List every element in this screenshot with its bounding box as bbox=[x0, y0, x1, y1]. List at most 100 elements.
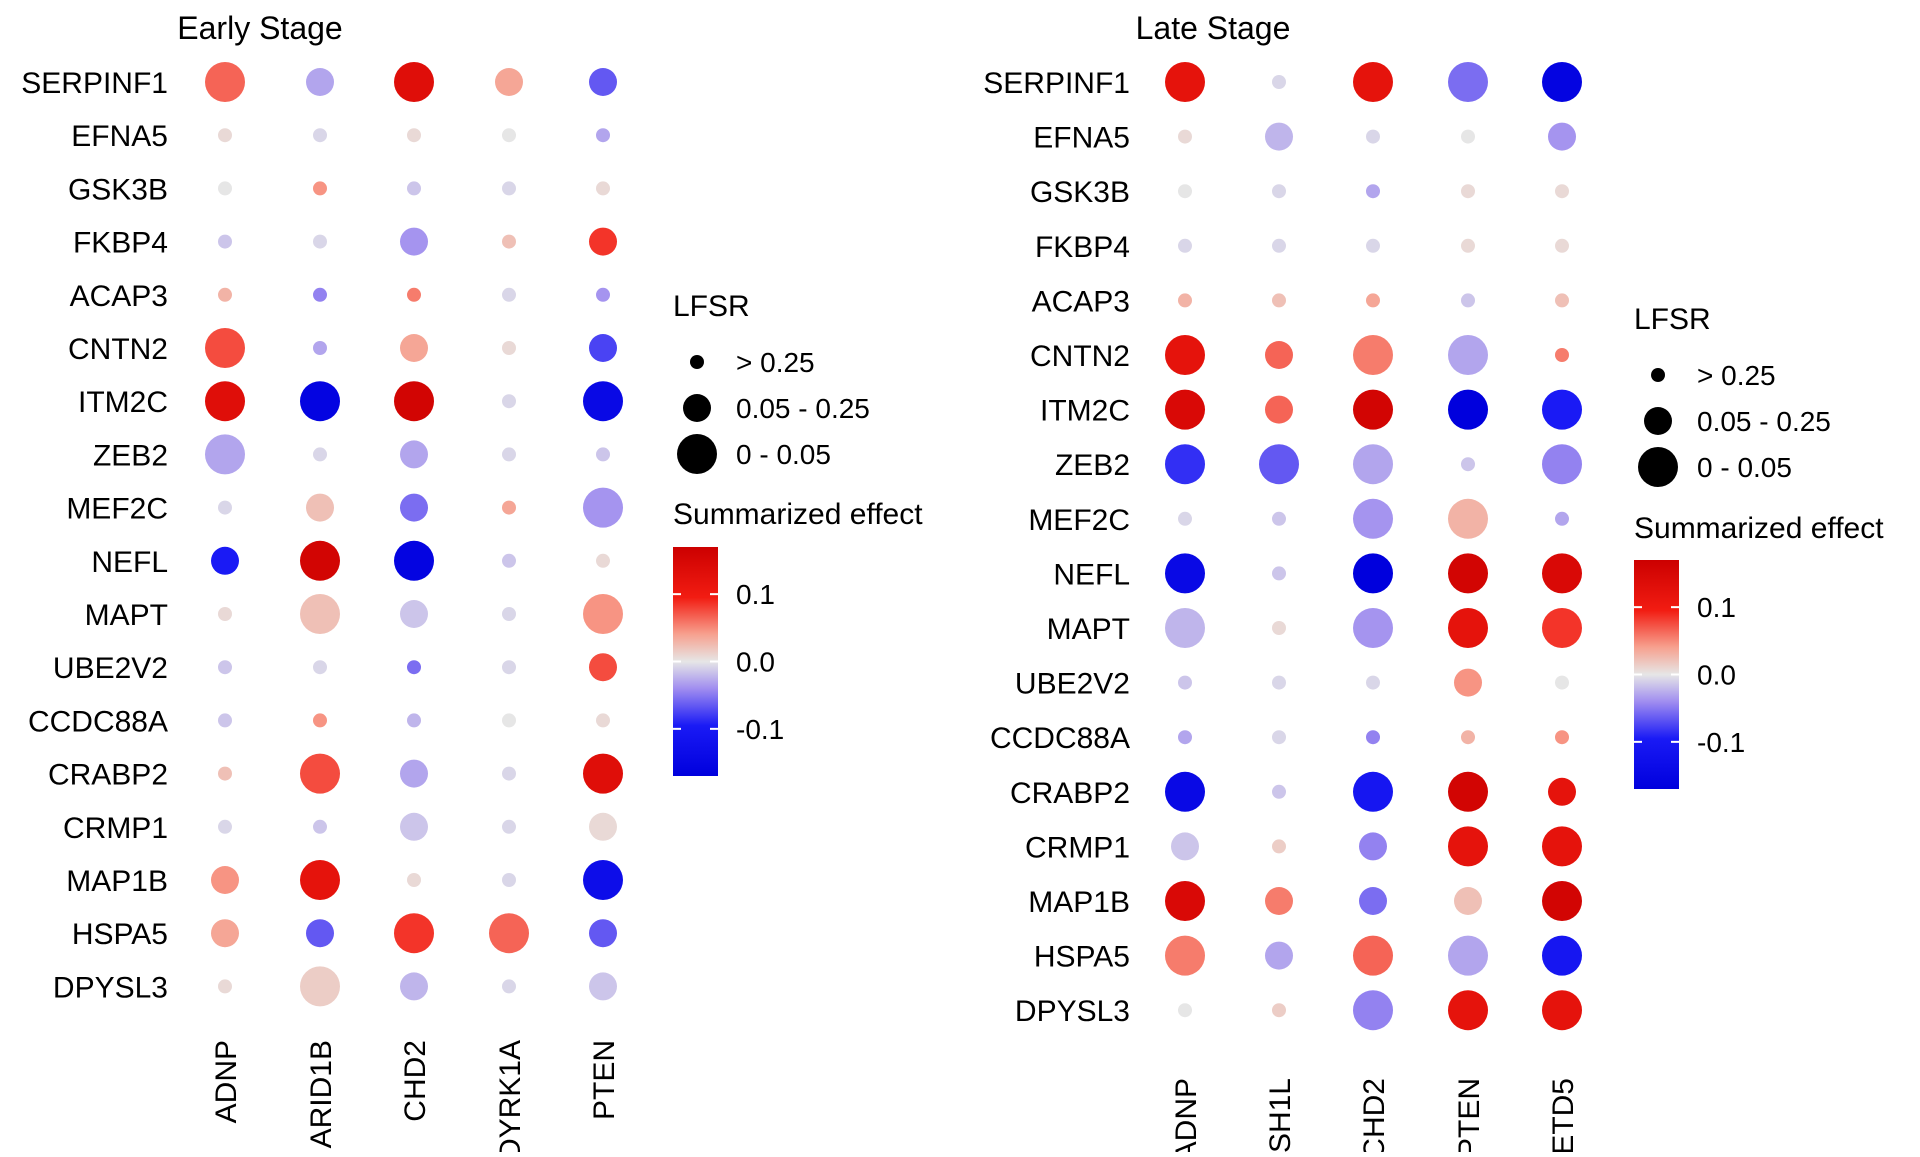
row-label: CNTN2 bbox=[68, 333, 168, 366]
panel-title-early: Early Stage bbox=[177, 10, 342, 46]
dot-mapt-setd5 bbox=[1542, 608, 1582, 648]
legend-size-dot-large bbox=[677, 434, 717, 474]
dot-crabp2-adnp bbox=[1165, 771, 1205, 812]
row-label: ZEB2 bbox=[93, 439, 168, 472]
dot-ube2v2-chd2 bbox=[1366, 675, 1380, 690]
dot-mef2c-pten bbox=[583, 487, 623, 528]
dot-itm2c-chd2 bbox=[394, 381, 434, 422]
dot-zeb2-adnp bbox=[205, 434, 245, 475]
dot-crabp2-arid1b bbox=[300, 753, 340, 794]
row-label: CCDC88A bbox=[28, 705, 168, 738]
row-label: MAP1B bbox=[66, 865, 168, 898]
row-label: ACAP3 bbox=[1032, 285, 1130, 318]
dot-hspa5-chd2 bbox=[394, 913, 434, 954]
dot-hspa5-pten bbox=[1448, 935, 1488, 976]
dot-fkbp4-adnp bbox=[218, 234, 232, 249]
row-label: SERPINF1 bbox=[21, 67, 168, 100]
column-label: PTEN bbox=[1453, 1078, 1486, 1152]
dot-ccdc88a-adnp bbox=[1178, 730, 1192, 745]
colorbar-tick-label: 0.1 bbox=[736, 579, 775, 610]
dot-acap3-adnp bbox=[1178, 293, 1192, 308]
dot-crmp1-chd2 bbox=[1359, 832, 1387, 861]
dot-serpinf1-setd5 bbox=[1542, 62, 1582, 102]
column-label: ASH1L bbox=[1264, 1078, 1297, 1152]
dot-itm2c-adnp bbox=[1165, 389, 1205, 430]
dot-cntn2-pten bbox=[589, 334, 617, 362]
dot-ube2v2-pten bbox=[1454, 668, 1482, 697]
dot-crabp2-pten bbox=[1448, 771, 1488, 812]
dot-cntn2-adnp bbox=[1165, 335, 1205, 375]
panel-title-late: Late Stage bbox=[1136, 10, 1291, 46]
dot-cntn2-ash1l bbox=[1265, 341, 1293, 369]
dot-zeb2-adnp bbox=[1165, 444, 1205, 485]
row-label: CRABP2 bbox=[48, 759, 168, 792]
dot-mapt-adnp bbox=[1165, 608, 1205, 648]
dot-serpinf1-adnp bbox=[1165, 62, 1205, 102]
dot-acap3-arid1b bbox=[313, 287, 327, 302]
dot-dpysl3-adnp bbox=[1178, 1003, 1192, 1018]
dot-crabp2-ash1l bbox=[1272, 784, 1286, 799]
dot-hspa5-chd2 bbox=[1353, 935, 1393, 976]
dot-ccdc88a-chd2 bbox=[407, 713, 421, 728]
dot-nefl-pten bbox=[1448, 553, 1488, 594]
dot-nefl-chd2 bbox=[394, 540, 434, 581]
colorbar-tick-label: 0.0 bbox=[1697, 660, 1736, 691]
dot-efna5-chd2 bbox=[1366, 129, 1380, 144]
dot-nefl-ash1l bbox=[1272, 566, 1286, 581]
dot-ccdc88a-adnp bbox=[218, 713, 232, 728]
row-label: MAPT bbox=[85, 599, 168, 632]
row-label: DPYSL3 bbox=[1015, 995, 1130, 1028]
dot-serpinf1-dyrk1a bbox=[495, 68, 523, 96]
dot-ccdc88a-pten bbox=[1461, 730, 1475, 745]
dot-ube2v2-adnp bbox=[218, 660, 232, 675]
dot-ccdc88a-setd5 bbox=[1555, 730, 1569, 745]
row-label: FKBP4 bbox=[73, 227, 168, 260]
dot-serpinf1-pten bbox=[589, 68, 617, 96]
dot-itm2c-setd5 bbox=[1542, 389, 1582, 430]
dot-zeb2-pten bbox=[1461, 457, 1475, 472]
dot-map1b-dyrk1a bbox=[502, 873, 516, 887]
dot-efna5-ash1l bbox=[1265, 122, 1293, 151]
dot-serpinf1-ash1l bbox=[1272, 75, 1286, 89]
dot-fkbp4-adnp bbox=[1178, 238, 1192, 253]
legend-colorbar-ticks: 0.1 0.0 -0.1 bbox=[1634, 592, 1745, 758]
row-label: GSK3B bbox=[68, 173, 168, 206]
dot-crmp1-pten bbox=[1448, 826, 1488, 867]
legend-effect-title: Summarized effect bbox=[1634, 512, 1884, 545]
dot-serpinf1-arid1b bbox=[306, 68, 334, 96]
dot-fkbp4-ash1l bbox=[1272, 238, 1286, 253]
dot-itm2c-adnp bbox=[205, 381, 245, 422]
dot-crabp2-setd5 bbox=[1548, 777, 1576, 806]
dot-gsk3b-adnp bbox=[1178, 184, 1192, 199]
row-label: MAPT bbox=[1047, 613, 1130, 646]
legend-colorbar-ticks: 0.1 0.0 -0.1 bbox=[673, 579, 784, 745]
dot-acap3-setd5 bbox=[1555, 293, 1569, 308]
dot-crabp2-chd2 bbox=[1353, 771, 1393, 812]
dot-serpinf1-adnp bbox=[205, 62, 245, 102]
dot-hspa5-arid1b bbox=[306, 919, 334, 948]
dot-fkbp4-dyrk1a bbox=[502, 234, 516, 249]
dot-zeb2-setd5 bbox=[1542, 444, 1582, 485]
dot-acap3-adnp bbox=[218, 287, 232, 302]
row-label: CNTN2 bbox=[1030, 340, 1130, 373]
dot-hspa5-adnp bbox=[1165, 935, 1205, 976]
dot-zeb2-ash1l bbox=[1259, 444, 1299, 485]
legend-size-dot-medium bbox=[683, 394, 711, 422]
dot-ube2v2-dyrk1a bbox=[502, 660, 516, 675]
dot-ube2v2-setd5 bbox=[1555, 675, 1569, 690]
dot-ccdc88a-dyrk1a bbox=[502, 713, 516, 728]
dot-cntn2-dyrk1a bbox=[502, 341, 516, 355]
dot-mapt-pten bbox=[583, 594, 623, 634]
dot-fkbp4-chd2 bbox=[400, 227, 428, 256]
dot-nefl-dyrk1a bbox=[502, 553, 516, 568]
dot-gsk3b-dyrk1a bbox=[502, 181, 516, 196]
dot-fkbp4-pten bbox=[1461, 238, 1475, 253]
dot-itm2c-chd2 bbox=[1353, 389, 1393, 430]
dot-ccdc88a-arid1b bbox=[313, 713, 327, 728]
dot-acap3-ash1l bbox=[1272, 293, 1286, 308]
dot-fkbp4-pten bbox=[589, 227, 617, 256]
row-label: GSK3B bbox=[1030, 176, 1130, 209]
dot-dpysl3-adnp bbox=[218, 979, 232, 994]
